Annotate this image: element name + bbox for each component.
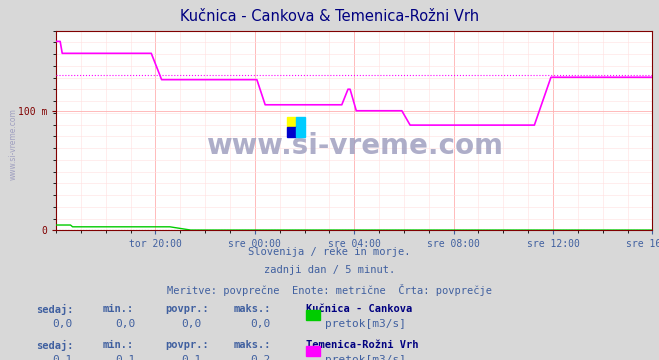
Text: 0,1: 0,1: [53, 355, 73, 360]
Text: pretok[m3/s]: pretok[m3/s]: [325, 319, 406, 329]
Text: 0,2: 0,2: [250, 355, 271, 360]
Text: sedaj:: sedaj:: [36, 304, 74, 315]
Text: Kučnica - Cankova & Temenica-Rožni Vrh: Kučnica - Cankova & Temenica-Rožni Vrh: [180, 9, 479, 24]
Text: 0,0: 0,0: [53, 319, 73, 329]
Text: 0,1: 0,1: [181, 355, 202, 360]
Text: min.:: min.:: [102, 340, 133, 350]
Text: Slovenija / reke in morje.: Slovenija / reke in morje.: [248, 247, 411, 257]
Text: min.:: min.:: [102, 304, 133, 314]
Text: Kučnica - Cankova: Kučnica - Cankova: [306, 304, 413, 314]
Text: povpr.:: povpr.:: [165, 340, 208, 350]
Text: sedaj:: sedaj:: [36, 340, 74, 351]
Text: 0,1: 0,1: [115, 355, 136, 360]
Text: 0,0: 0,0: [250, 319, 271, 329]
Text: 0,0: 0,0: [181, 319, 202, 329]
Text: www.si-vreme.com: www.si-vreme.com: [9, 108, 18, 180]
Text: zadnji dan / 5 minut.: zadnji dan / 5 minut.: [264, 265, 395, 275]
Text: Temenica-Rožni Vrh: Temenica-Rožni Vrh: [306, 340, 419, 350]
Text: Meritve: povprečne  Enote: metrične  Črta: povprečje: Meritve: povprečne Enote: metrične Črta:…: [167, 284, 492, 296]
Text: www.si-vreme.com: www.si-vreme.com: [206, 132, 503, 161]
Text: maks.:: maks.:: [234, 340, 272, 350]
Text: 0,0: 0,0: [115, 319, 136, 329]
Text: povpr.:: povpr.:: [165, 304, 208, 314]
Text: maks.:: maks.:: [234, 304, 272, 314]
Text: pretok[m3/s]: pretok[m3/s]: [325, 355, 406, 360]
